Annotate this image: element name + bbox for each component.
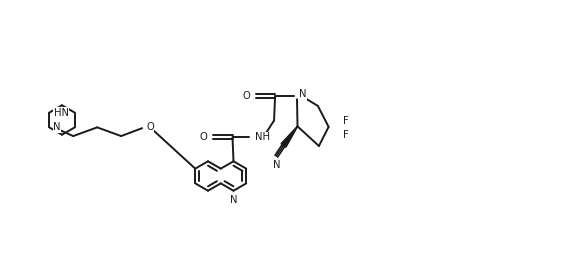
- Text: F: F: [343, 130, 348, 140]
- Text: N: N: [272, 160, 280, 170]
- Text: N: N: [230, 195, 237, 205]
- Text: O: O: [146, 122, 154, 132]
- Polygon shape: [281, 126, 298, 147]
- Text: O: O: [199, 132, 207, 142]
- Text: F: F: [343, 116, 348, 126]
- Text: N: N: [53, 122, 60, 132]
- Text: O: O: [242, 91, 251, 101]
- Text: N: N: [299, 89, 306, 99]
- Text: NH: NH: [255, 132, 270, 142]
- Text: HN: HN: [54, 108, 69, 118]
